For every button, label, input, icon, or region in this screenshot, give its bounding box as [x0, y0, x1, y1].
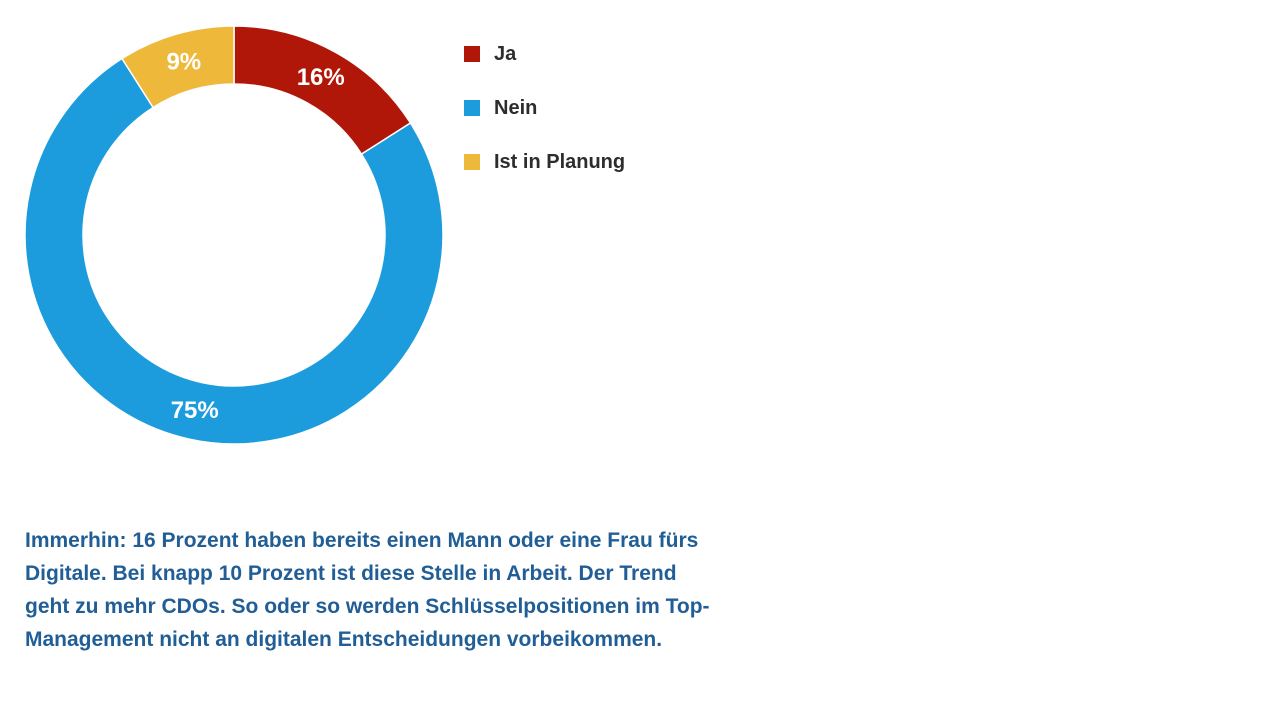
legend-label-ist-in-planung: Ist in Planung	[494, 151, 626, 173]
legend-swatch-ist-in-planung	[464, 154, 480, 170]
commentary-line: geht zu mehr CDOs. So oder so werden Sch…	[25, 595, 710, 618]
legend-label-ja: Ja	[494, 43, 517, 65]
slice-label-ja: 16%	[297, 64, 345, 91]
legend-swatch-ja	[464, 46, 480, 62]
commentary-line: Management nicht an digitalen Entscheidu…	[25, 628, 663, 651]
legend-item-ist-in-planung: Ist in Planung	[464, 152, 625, 172]
donut-slice-nein	[24, 57, 444, 445]
legend-swatch-nein	[464, 100, 480, 116]
commentary-line: Digitale. Bei knapp 10 Prozent ist diese…	[25, 562, 677, 585]
slice-label-ist-in-planung: 9%	[166, 49, 201, 76]
donut-chart: 16% 75% 9%	[24, 25, 444, 445]
legend-item-ja: Ja	[464, 44, 625, 64]
chart-legend: Ja Nein Ist in Planung	[464, 44, 625, 172]
legend-item-nein: Nein	[464, 98, 625, 118]
legend-label-nein: Nein	[494, 97, 538, 119]
commentary-text: Immerhin: 16 Prozent haben bereits einen…	[25, 524, 825, 656]
slice-label-nein: 75%	[171, 397, 219, 424]
donut-slice-ist-in-planung	[120, 25, 235, 109]
commentary-line: Immerhin: 16 Prozent haben bereits einen…	[25, 529, 699, 552]
